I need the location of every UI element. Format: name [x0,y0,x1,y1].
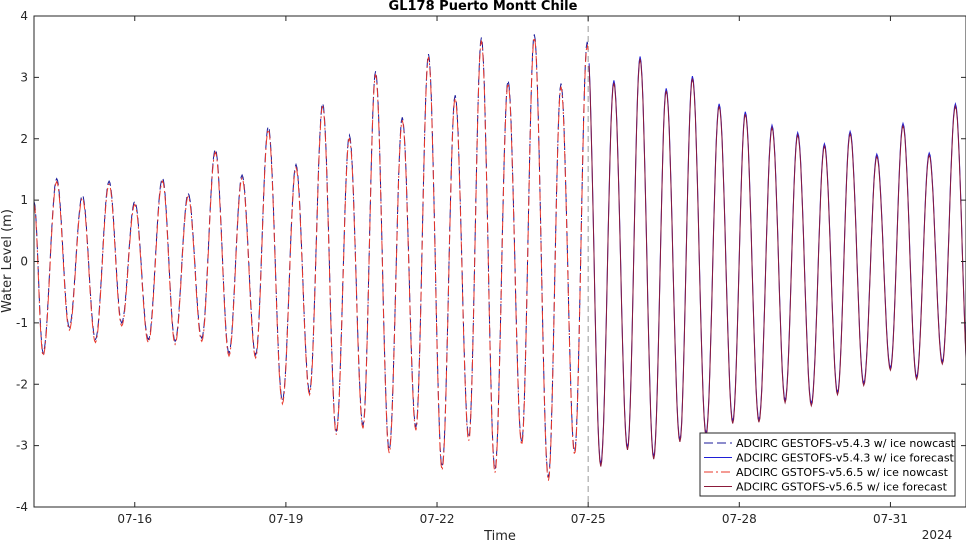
plot-area [33,16,966,507]
y-tick-label: 1 [20,193,28,207]
y-tick-label: -1 [16,316,28,330]
y-tick-label: -4 [16,500,28,514]
x-tick-label: 07-16 [117,512,152,526]
x-tick-label: 07-22 [420,512,455,526]
series-line-3 [33,37,589,481]
legend: ADCIRC GESTOFS-v5.4.3 w/ ice nowcast ADCI… [699,432,956,497]
x-tick-label: 07-25 [571,512,606,526]
legend-box [699,432,956,497]
y-tick-label: -2 [16,377,28,391]
legend-label-2: ADCIRC GESTOFS-v5.4.3 w/ ice forecast [736,452,955,465]
legend-label-4: ADCIRC GSTOFS-v5.6.5 w/ ice forecast [736,481,948,494]
legend-label-3: ADCIRC GSTOFS-v5.6.5 w/ ice nowcast [736,466,949,479]
x-tick-label: 07-31 [873,512,908,526]
x-tick-label: 07-19 [268,512,303,526]
chart-title: GL178 Puerto Montt Chile [389,0,578,14]
y-tick-label: 0 [20,255,28,269]
y-axis-label: Water Level (m) [0,209,15,313]
y-tick-label: 2 [20,132,28,146]
x-tick-label: 07-28 [722,512,757,526]
series-line-1 [33,34,589,478]
year-label: 2024 [922,528,953,541]
series-line-2 [588,56,966,465]
axes: -4 -3 -2 -1 0 1 2 3 4 07-16 07-19 07-22 07-25 07-28 07… [16,9,966,526]
y-tick-label: 3 [20,70,28,84]
series-line-4 [588,58,966,467]
y-tick-label: -3 [16,439,28,453]
legend-label-1: ADCIRC GESTOFS-v5.4.3 w/ ice nowcast [736,437,956,450]
y-tick-label: 4 [20,9,28,23]
x-axis-label: Time [483,529,516,541]
